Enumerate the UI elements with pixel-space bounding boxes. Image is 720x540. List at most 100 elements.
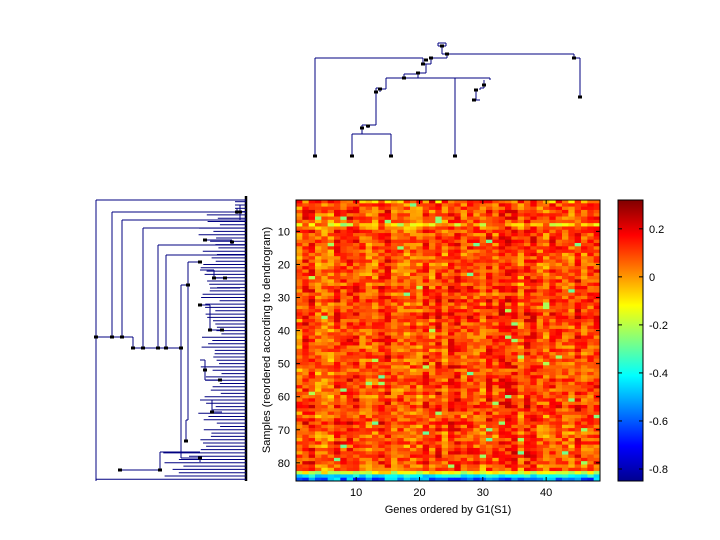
heatmap-cell <box>467 315 474 320</box>
heatmap-cell <box>587 259 595 264</box>
heatmap-cell <box>441 408 449 412</box>
heatmap-cell <box>524 391 531 396</box>
heatmap-cell <box>334 216 341 221</box>
heatmap-cell <box>454 272 462 277</box>
heatmap-cell <box>346 209 354 214</box>
heatmap-cell <box>479 385 487 389</box>
heatmap-cell <box>568 242 576 247</box>
heatmap-cell <box>568 352 576 356</box>
heatmap-cell <box>498 272 506 277</box>
heatmap-cell <box>511 391 519 396</box>
heatmap-cell <box>410 312 417 317</box>
heatmap-cell <box>486 209 493 214</box>
heatmap-cell <box>435 256 443 260</box>
heatmap-cell <box>581 335 588 340</box>
heatmap-cell <box>587 421 595 426</box>
heatmap-cell <box>340 239 348 244</box>
heatmap-cell <box>530 365 538 369</box>
heatmap-cell <box>581 276 588 280</box>
heatmap-cell <box>581 285 588 290</box>
heatmap-cell <box>555 424 563 429</box>
heatmap-cell <box>384 421 392 426</box>
heatmap-cell <box>410 319 417 323</box>
heatmap-cell <box>587 365 595 369</box>
heatmap-cell <box>359 325 367 330</box>
heatmap-cell <box>410 361 417 366</box>
heatmap-cell <box>410 381 417 386</box>
heatmap-cell <box>340 335 348 340</box>
heatmap-cell <box>549 229 557 234</box>
heatmap-cell <box>429 292 436 297</box>
heatmap-cell <box>372 385 379 389</box>
heatmap-cell <box>308 272 316 277</box>
heatmap-cell <box>359 236 367 241</box>
heatmap-cell <box>492 249 500 254</box>
heatmap-cell <box>530 279 538 283</box>
heatmap-cell <box>581 388 588 393</box>
heatmap-cell <box>378 219 386 224</box>
heatmap-cell <box>308 223 316 227</box>
heatmap-cell <box>581 246 588 250</box>
heatmap-cell <box>536 371 544 376</box>
heatmap-cell <box>296 252 303 257</box>
heatmap-cell <box>467 378 474 383</box>
heatmap-cell <box>315 322 322 326</box>
heatmap-cell <box>302 209 310 214</box>
heatmap-cell <box>536 378 544 383</box>
heatmap-cell <box>460 375 468 379</box>
heatmap-cell <box>574 471 582 475</box>
heatmap-cell <box>467 229 474 234</box>
heatmap-cell <box>403 451 411 455</box>
heatmap-cell <box>581 385 588 389</box>
heatmap-cell <box>315 239 322 244</box>
heatmap-cell <box>353 272 360 277</box>
heatmap-cell <box>422 209 430 214</box>
heatmap-cell <box>467 322 474 326</box>
heatmap-cell <box>384 431 392 436</box>
heatmap-cell <box>378 345 386 350</box>
heatmap-cell <box>315 203 322 207</box>
heatmap-cell <box>511 451 519 455</box>
heatmap-cell <box>517 401 525 406</box>
heatmap-cell <box>505 381 512 386</box>
heatmap-cell <box>448 266 455 270</box>
heatmap-cell <box>340 434 348 439</box>
heatmap-cell <box>416 233 424 237</box>
heatmap-cell <box>441 434 449 439</box>
heatmap-cell <box>410 348 417 353</box>
heatmap-cell <box>435 249 443 254</box>
heatmap-cell <box>334 246 341 250</box>
heatmap-cell <box>384 285 392 290</box>
x-axis-label: Genes ordered by G1(S1) <box>385 504 512 516</box>
heatmap-cell <box>378 282 386 287</box>
heatmap-cell <box>384 345 392 350</box>
heatmap-cell <box>568 282 576 287</box>
heatmap-cell <box>397 428 405 432</box>
heatmap-cell <box>308 325 316 330</box>
heatmap-cell <box>454 209 462 214</box>
heatmap-cell <box>530 338 538 343</box>
heatmap-cell <box>467 279 474 283</box>
heatmap-cell <box>568 395 576 399</box>
heatmap-cell <box>574 229 582 234</box>
heatmap-cell <box>308 474 316 479</box>
heatmap-cell <box>555 219 563 224</box>
heatmap-cell <box>555 404 563 409</box>
heatmap-cell <box>321 252 329 257</box>
heatmap-cell <box>315 309 322 313</box>
heatmap-cell <box>340 457 348 462</box>
heatmap-cell <box>505 467 512 472</box>
heatmap-cell <box>353 252 360 257</box>
heatmap-cell <box>340 322 348 326</box>
heatmap-cell <box>315 411 322 416</box>
heatmap-cell <box>530 272 538 277</box>
heatmap-cell <box>454 335 462 340</box>
heatmap-cell <box>492 219 500 224</box>
heatmap-cell <box>517 276 525 280</box>
heatmap-cell <box>587 276 595 280</box>
heatmap-cell <box>334 424 341 429</box>
heatmap-cell <box>549 418 557 422</box>
heatmap-cell <box>568 447 576 452</box>
heatmap-cell <box>384 206 392 211</box>
heatmap-cell <box>587 252 595 257</box>
